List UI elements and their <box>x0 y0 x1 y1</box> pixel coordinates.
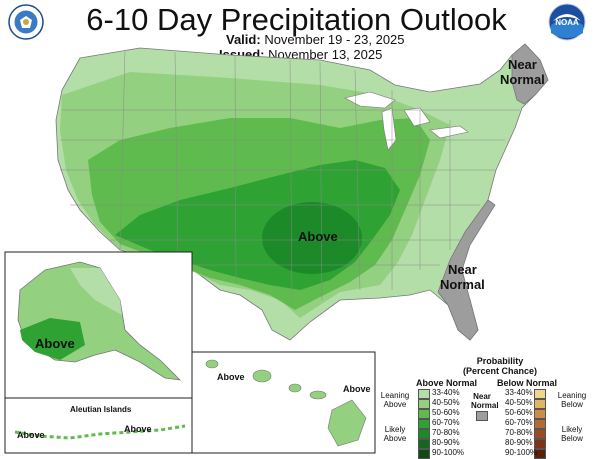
aleutian-islands-shape <box>14 424 186 440</box>
above-hawaii-label-2: Above <box>343 384 371 394</box>
legend-above-range-label: 33-40% <box>432 388 460 397</box>
legend-title: Probability (Percent Chance) <box>462 356 538 376</box>
aleutian-islands-label: Aleutian Islands <box>70 405 132 414</box>
legend-leaning-above: Leaning Above <box>380 391 410 409</box>
above-aleutian-label-2: Above <box>124 424 152 434</box>
legend-above-header: Above Normal <box>416 378 478 388</box>
near-normal-northeast-label: Near Normal <box>500 57 545 87</box>
above-hawaii-label-1: Above <box>217 372 245 382</box>
near-normal-southeast <box>437 199 496 341</box>
above-aleutian-label-1: Above <box>17 430 45 440</box>
legend-above-range-label: 40-50% <box>432 398 460 407</box>
above-central-label: Above <box>298 229 338 244</box>
legend-below-swatch <box>534 439 546 449</box>
aleutian-inset-frame <box>4 397 193 454</box>
legend-above-swatch <box>418 419 430 429</box>
noaa-logo-icon: NOAA <box>548 3 586 41</box>
legend-above-range-label: 90-100% <box>432 448 465 457</box>
svg-text:NOAA: NOAA <box>555 18 579 27</box>
legend-above-swatch <box>418 399 430 409</box>
legend-above-swatch <box>418 409 430 419</box>
legend-below-swatch <box>534 389 546 399</box>
legend-likely-below: Likely Below <box>561 425 583 443</box>
legend-below-header: Below Normal <box>497 378 558 388</box>
legend-above-swatch <box>418 429 430 439</box>
zone-70-80 <box>262 202 362 274</box>
valid-dates: November 19 - 23, 2025 <box>264 32 405 47</box>
near-normal-northeast <box>511 43 549 105</box>
legend-below-swatch <box>534 429 546 439</box>
legend-below-swatch <box>534 419 546 429</box>
legend-below-range-label: 40-50% <box>505 398 533 407</box>
legend-below-swatch <box>534 409 546 419</box>
above-alaska-label: Above <box>35 336 75 351</box>
issued-date: November 13, 2025 <box>268 47 383 62</box>
legend-above-range-label: 60-70% <box>432 418 460 427</box>
legend-near-swatch <box>476 411 488 421</box>
valid-line: Valid: November 19 - 23, 2025 <box>226 32 405 47</box>
legend-below-range-label: 50-60% <box>505 408 533 417</box>
legend-below-range-label: 60-70% <box>505 418 533 427</box>
legend-below-range-label: 90-100% <box>505 448 538 457</box>
hawaii-islands <box>205 359 367 447</box>
valid-label: Valid: <box>226 32 261 47</box>
page-title: 6-10 Day Precipitation Outlook <box>86 2 507 37</box>
legend-likely-above: Likely Above <box>383 425 407 443</box>
legend-above-swatch <box>418 439 430 449</box>
doc-seal-icon <box>8 4 44 40</box>
legend-below-swatch <box>534 399 546 409</box>
legend-near-normal: Near Normal <box>471 392 499 410</box>
legend-above-range-label: 80-90% <box>432 438 460 447</box>
legend-below-range-label: 33-40% <box>505 388 533 397</box>
legend-above-range-label: 70-80% <box>432 428 460 437</box>
near-normal-southeast-label: Near Normal <box>440 262 485 292</box>
state-borders <box>60 49 520 301</box>
legend-leaning-below: Leaning Below <box>557 391 587 409</box>
legend-above-range-label: 50-60% <box>432 408 460 417</box>
legend-below-range-label: 80-90% <box>505 438 533 447</box>
legend-above-swatch <box>418 389 430 399</box>
legend-below-range-label: 70-80% <box>505 428 533 437</box>
